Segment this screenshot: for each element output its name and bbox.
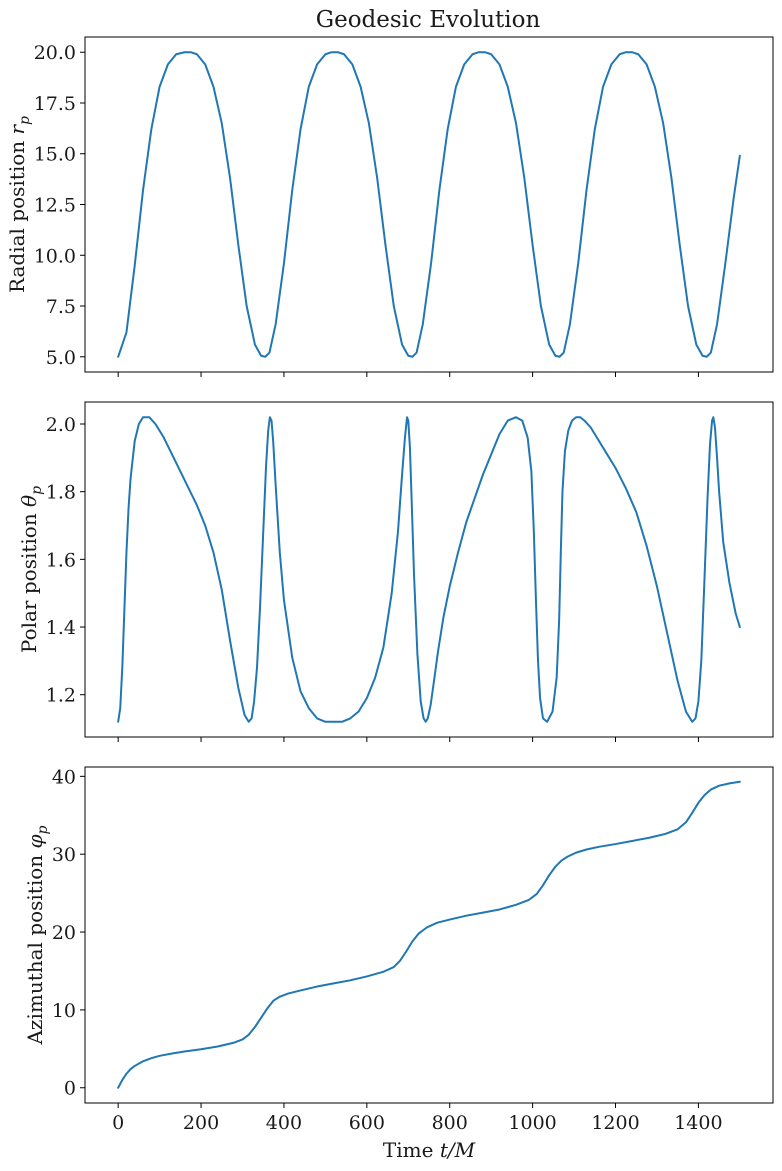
y-tick-label: 5.0 <box>46 347 76 369</box>
x-tick-label: 800 <box>432 1112 468 1134</box>
x-tick-label: 1400 <box>674 1112 722 1134</box>
plot-frame <box>84 401 774 738</box>
y-tick-label: 10 <box>52 1000 76 1022</box>
x-tick-label: 600 <box>349 1112 385 1134</box>
y-tick-label: 1.2 <box>46 685 76 707</box>
radial-position-line <box>117 51 741 358</box>
y-tick-label: 12.5 <box>34 195 76 217</box>
y-tick-label: 20.0 <box>34 42 76 64</box>
y-tick-label: 40 <box>52 766 76 788</box>
x-tick-label: 200 <box>183 1112 219 1134</box>
y-tick-label: 10.0 <box>34 245 76 267</box>
x-tick-label: 1200 <box>591 1112 639 1134</box>
y-tick-label: 7.5 <box>46 296 76 318</box>
y-tick-label: 1.4 <box>46 617 76 639</box>
y-tick-label: 30 <box>52 844 76 866</box>
x-tick-label: 400 <box>266 1112 302 1134</box>
x-axis-label: Time t/M <box>383 1138 476 1162</box>
chart-title: Geodesic Evolution <box>316 7 541 33</box>
y-tick-label: 1.6 <box>46 549 76 571</box>
y-axis-label: Azimuthal position φp <box>23 825 51 1045</box>
polar-position-line <box>117 416 741 723</box>
y-axis-label: Radial position rp <box>5 116 33 293</box>
polar-position-panel: 1.2 1.4 1.6 1.8 2.0 Polar position θp <box>17 401 774 742</box>
x-tick-label: 1000 <box>508 1112 556 1134</box>
y-axis-label: Polar position θp <box>17 486 45 653</box>
y-tick-label: 2.0 <box>46 414 76 436</box>
plot-frame <box>84 766 774 1104</box>
x-tick-label: 0 <box>112 1112 124 1134</box>
y-tick-label: 17.5 <box>34 93 76 115</box>
y-tick-label: 1.8 <box>46 482 76 504</box>
y-tick-label: 0 <box>64 1078 76 1100</box>
azimuthal-position-line <box>117 780 741 1089</box>
y-tick-label: 15.0 <box>34 144 76 166</box>
subplot-panels: 5.0 7.5 10.0 12.5 15.0 17.5 20.0 Radial positio… <box>5 36 774 1162</box>
y-tick-label: 20 <box>52 922 76 944</box>
radial-position-panel: 5.0 7.5 10.0 12.5 15.0 17.5 20.0 Radial positio… <box>5 36 774 377</box>
azimuthal-position-panel: 0 200 400 600 800 1000 1200 1400 0 10 20 30 40 Azimut… <box>23 766 774 1162</box>
